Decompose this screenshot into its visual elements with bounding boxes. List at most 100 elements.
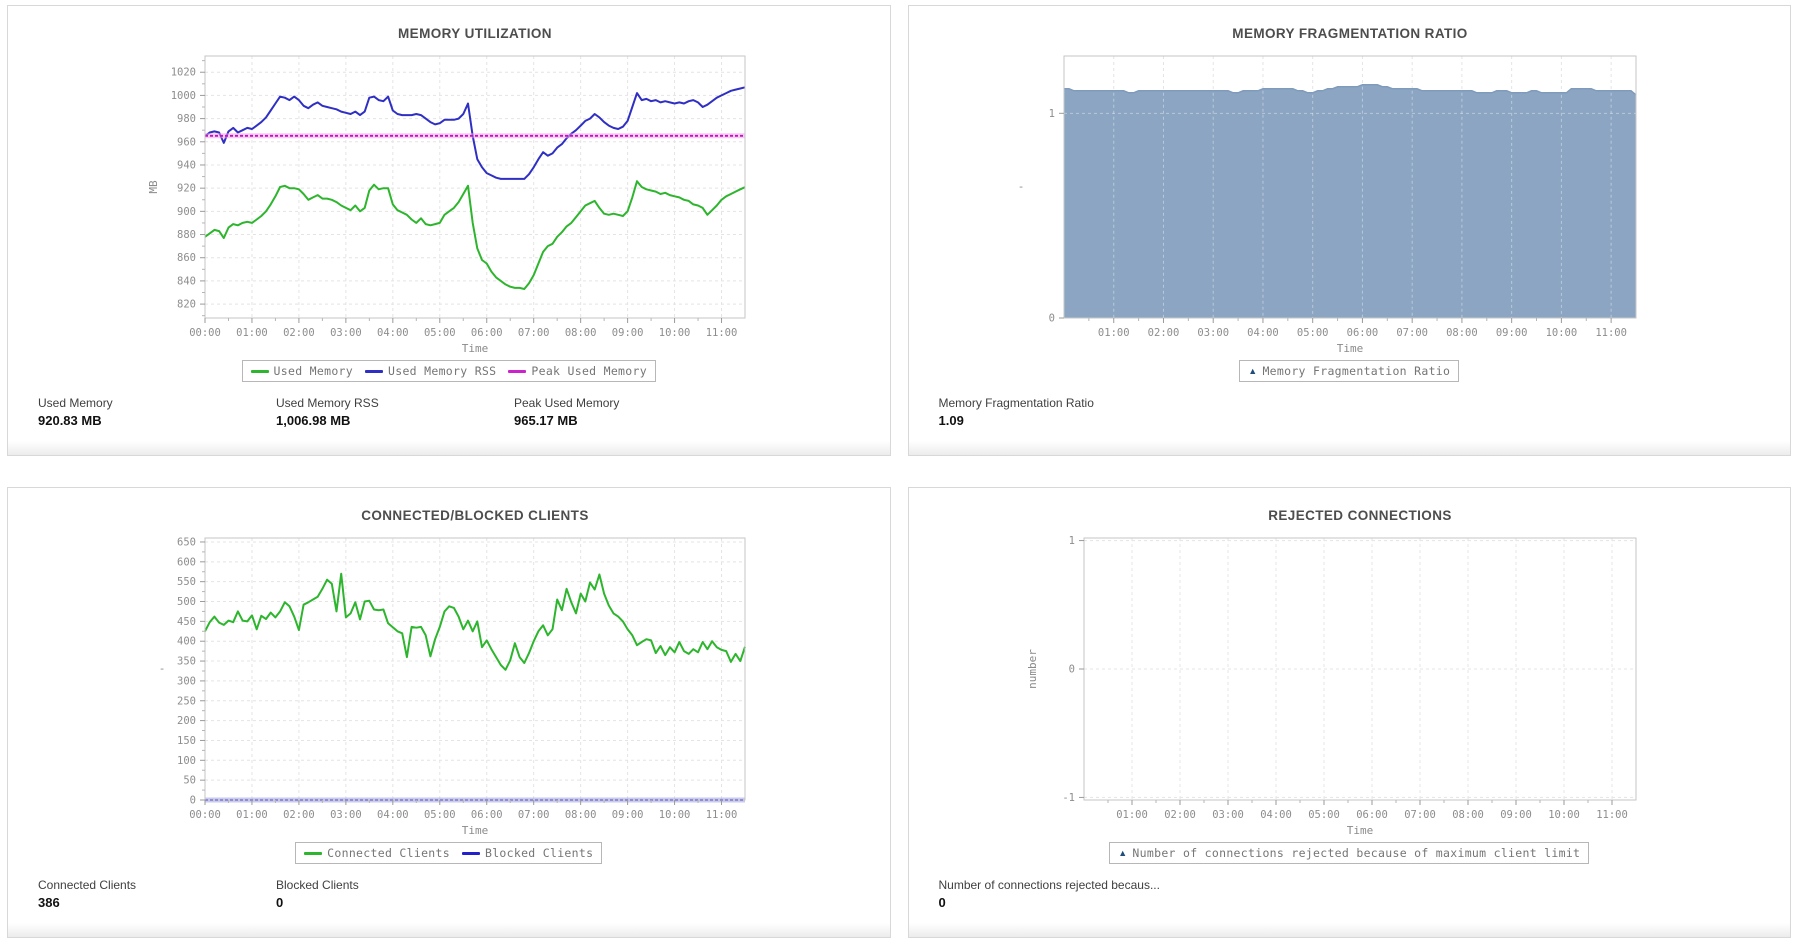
y-tick-label: 1 [1068,535,1074,547]
rejected-connections-legend: ▲ Number of connections rejected because … [909,842,1791,864]
y-tick-label: 840 [177,275,196,287]
x-tick-label: 04:00 [377,327,409,339]
area-series-icon: ▲ [1248,365,1258,376]
memory-utilization-chart: MEMORY UTILIZATION 820 840 860 880 900 920 940 9… [8,8,890,356]
chart-title: MEMORY FRAGMENTATION RATIO [1232,26,1467,41]
y-tick-label: 200 [177,715,196,727]
x-tick-label: 05:00 [424,327,456,339]
x-tick-label: 09:00 [612,327,644,339]
memory-fragmentation-stats: Memory Fragmentation Ratio 1.09 [909,396,1791,428]
legend-label: Used Memory [273,364,354,378]
connected-blocked-clients-chart: CONNECTED/BLOCKED CLIENTS 0 50 100 150 200 250… [8,490,890,838]
x-tick-label: 06:00 [471,809,503,821]
stat-value: 0 [276,895,284,910]
x-tick-label: 07:00 [518,809,550,821]
x-tick-label: 10:00 [659,327,691,339]
y-axis-label: number [1026,649,1039,689]
y-tick-label: 0 [190,795,196,807]
x-tick-label: 03:00 [330,327,362,339]
x-axis-label: Time [462,824,489,837]
stat-block: Number of connections rejected becaus...… [939,878,1177,910]
x-tick-label: 10:00 [1548,809,1580,821]
x-tick-label: 02:00 [1164,809,1196,821]
memory-utilization-stats: Used Memory 920.83 MB Used Memory RSS 1,006… [8,396,890,428]
legend-item[interactable]: ▲ Memory Fragmentation Ratio [1248,364,1450,378]
x-tick-label: 02:00 [283,809,315,821]
line-series-icon [508,369,527,373]
series-line [204,86,746,180]
stat-label: Number of connections rejected becaus... [938,878,1160,892]
x-axis-label: Time [1336,342,1363,355]
x-tick-label: 08:00 [1446,327,1478,339]
line-series-icon [250,369,269,373]
y-tick-label: 860 [177,252,196,264]
y-tick-label: 550 [177,576,196,588]
y-tick-label: 350 [177,656,196,668]
stat-value: 386 [38,895,60,910]
stat-label: Used Memory RSS [276,396,379,410]
x-axis-label: Time [462,342,489,355]
legend-label: Memory Fragmentation Ratio [1262,364,1451,378]
x-tick-label: 03:00 [1197,327,1229,339]
series-line [204,572,746,671]
x-tick-label: 01:00 [236,809,268,821]
legend-item[interactable]: Used Memory RSS [365,364,496,378]
legend-item[interactable]: Connected Clients [304,846,450,860]
stat-value: 920.83 MB [38,413,102,428]
stat-block: Peak Used Memory 965.17 MB [514,396,752,428]
stat-label: Blocked Clients [276,878,359,892]
stat-block: Blocked Clients 0 [276,878,514,910]
y-tick-label: 960 [177,136,196,148]
chart-canvas: CONNECTED/BLOCKED CLIENTS 0 50 100 150 200 250… [159,508,746,837]
rejected-connections-chart: REJECTED CONNECTIONS -1 0 1 01:00 02:00 03:00 0… [909,490,1791,838]
y-tick-label: 1000 [171,90,196,102]
y-tick-label: 940 [177,159,196,171]
y-tick-label: 650 [177,536,196,548]
stat-label: Connected Clients [38,878,137,892]
x-tick-label: 08:00 [1452,809,1484,821]
y-tick-label: -1 [1062,792,1075,804]
x-tick-label: 00:00 [189,327,221,339]
chart-canvas: MEMORY FRAGMENTATION RATIO 0 1 01:00 02:00 03… [1017,26,1636,355]
legend-item[interactable]: Peak Used Memory [508,364,647,378]
memory-utilization-legend: Used Memory Used Memory RSS Peak Used Memo… [8,360,890,382]
legend-item[interactable]: Blocked Clients [461,846,593,860]
stat-block: Connected Clients 386 [38,878,276,910]
y-tick-label: 1 [1048,108,1054,120]
x-tick-label: 11:00 [1595,327,1627,339]
y-tick-label: 0 [1068,664,1074,676]
y-axis-label: - [159,662,166,675]
x-tick-label: 05:00 [1296,327,1328,339]
stat-value: 1,006.98 MB [276,413,351,428]
y-tick-label: 980 [177,113,196,125]
y-tick-label: 250 [177,695,196,707]
y-tick-label: 1020 [171,67,196,79]
x-tick-label: 02:00 [1147,327,1179,339]
line-series-icon [304,851,323,855]
x-tick-label: 07:00 [1396,327,1428,339]
panel-connected-blocked-clients: CONNECTED/BLOCKED CLIENTS 0 50 100 150 200 250… [7,487,891,938]
x-tick-label: 08:00 [565,809,597,821]
connected-blocked-clients-stats: Connected Clients 386 Blocked Clients 0 [8,878,890,910]
area-series-edge [1063,83,1636,96]
legend-item[interactable]: Used Memory [250,364,354,378]
x-tick-label: 10:00 [659,809,691,821]
chart-title: REJECTED CONNECTIONS [1268,508,1452,523]
y-axis-label: - [1017,180,1024,193]
legend-item[interactable]: ▲ Number of connections rejected because … [1118,846,1580,860]
y-tick-label: 500 [177,596,196,608]
area-series [1063,84,1636,318]
x-tick-label: 03:00 [330,809,362,821]
legend-box: ▲ Number of connections rejected because … [1109,842,1590,864]
x-tick-label: 06:00 [1356,809,1388,821]
connected-blocked-clients-legend: Connected Clients Blocked Clients [8,842,890,864]
x-tick-label: 09:00 [1500,809,1532,821]
area-series-icon: ▲ [1118,847,1128,858]
panel-memory-fragmentation-ratio: MEMORY FRAGMENTATION RATIO 0 1 01:00 02:00 03… [907,5,1791,456]
rejected-connections-stats: Number of connections rejected becaus...… [909,878,1791,910]
stat-value: 0 [938,895,946,910]
stat-value: 965.17 MB [514,413,578,428]
y-tick-label: 50 [183,775,196,787]
x-tick-label: 11:00 [706,327,738,339]
y-tick-label: 400 [177,636,196,648]
